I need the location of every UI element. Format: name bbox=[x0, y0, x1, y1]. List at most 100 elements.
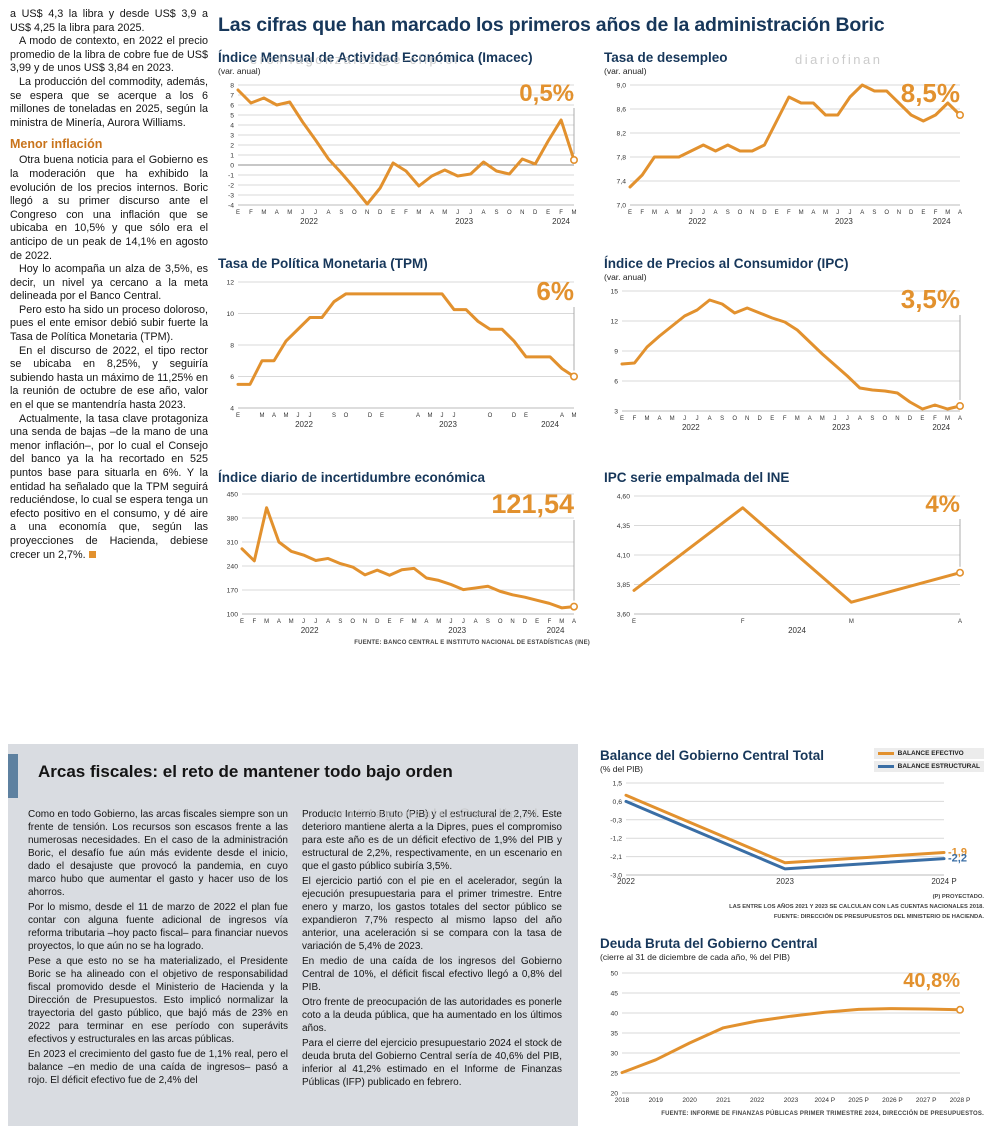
chart-note: (P) PROYECTADO. bbox=[932, 894, 984, 900]
svg-text:3,85: 3,85 bbox=[617, 582, 630, 589]
svg-text:J: J bbox=[309, 413, 312, 419]
svg-text:F: F bbox=[741, 619, 745, 625]
svg-text:M: M bbox=[676, 210, 681, 216]
svg-text:D: D bbox=[909, 210, 914, 216]
svg-text:O: O bbox=[344, 413, 349, 419]
svg-text:J: J bbox=[849, 210, 852, 216]
svg-text:0,5%: 0,5% bbox=[519, 80, 574, 107]
svg-text:M: M bbox=[260, 413, 265, 419]
svg-text:1,5: 1,5 bbox=[613, 781, 623, 788]
svg-text:7,4: 7,4 bbox=[617, 179, 627, 186]
svg-text:2024 P: 2024 P bbox=[814, 1097, 835, 1104]
svg-text:J: J bbox=[696, 416, 699, 422]
svg-text:F: F bbox=[252, 619, 256, 625]
panel-paragraph: El ejercicio partió con el pie en el ace… bbox=[302, 876, 562, 952]
svg-text:A: A bbox=[665, 210, 669, 216]
svg-text:-1,2: -1,2 bbox=[610, 836, 622, 843]
svg-text:E: E bbox=[775, 210, 779, 216]
svg-text:2019: 2019 bbox=[649, 1097, 664, 1104]
svg-text:E: E bbox=[388, 619, 392, 625]
svg-text:J: J bbox=[441, 413, 444, 419]
svg-text:A: A bbox=[326, 210, 330, 216]
svg-text:J: J bbox=[702, 210, 705, 216]
svg-text:J: J bbox=[456, 210, 459, 216]
svg-text:4,35: 4,35 bbox=[617, 523, 630, 530]
svg-text:8,2: 8,2 bbox=[617, 131, 627, 138]
left-article: a US$ 4,3 la libra y desde US$ 3,9 a US$… bbox=[10, 8, 208, 562]
chart-note: LAS ENTRE LOS AÑOS 2021 Y 2023 SE CALCUL… bbox=[729, 903, 984, 910]
svg-text:2023: 2023 bbox=[784, 1097, 799, 1104]
svg-text:2022: 2022 bbox=[301, 626, 319, 635]
svg-text:35: 35 bbox=[610, 1031, 618, 1038]
svg-text:A: A bbox=[958, 210, 962, 216]
svg-text:E: E bbox=[628, 210, 632, 216]
chart-balance: BALANCE EFECTIVO BALANCE ESTRUCTURAL Bal… bbox=[600, 748, 984, 923]
chart-ipc-empalmada: IPC serie empalmada del INE 3,60 3,85 4,10… bbox=[604, 470, 976, 638]
svg-text:7,0: 7,0 bbox=[617, 203, 627, 210]
svg-text:N: N bbox=[363, 619, 367, 625]
fiscal-panel-header: Arcas fiscales: el reto de mantener todo… bbox=[8, 744, 578, 802]
svg-text:F: F bbox=[933, 416, 937, 422]
svg-text:J: J bbox=[314, 210, 317, 216]
svg-text:S: S bbox=[870, 416, 874, 422]
chart-title: Deuda Bruta del Gobierno Central bbox=[600, 936, 818, 951]
svg-text:D: D bbox=[375, 619, 380, 625]
svg-text:30: 30 bbox=[610, 1051, 618, 1058]
svg-text:J: J bbox=[450, 619, 453, 625]
svg-text:M: M bbox=[442, 210, 447, 216]
legend-item: BALANCE EFECTIVO bbox=[873, 748, 984, 759]
desempleo-line-chart: 7,0 7,4 7,8 8,2 8,6 9,0 E F M A M J J A S O N D E F M A M J J A S O… bbox=[617, 78, 964, 226]
svg-text:380: 380 bbox=[227, 516, 239, 523]
svg-text:F: F bbox=[640, 210, 644, 216]
chart-title: Tasa de Política Monetaria (TPM) bbox=[218, 256, 428, 271]
svg-text:A: A bbox=[572, 619, 576, 625]
panel-columns: Como en todo Gobierno, las arcas fiscale… bbox=[8, 802, 578, 1091]
svg-text:4,10: 4,10 bbox=[617, 553, 630, 560]
svg-text:2024: 2024 bbox=[541, 420, 559, 429]
svg-text:F: F bbox=[559, 210, 563, 216]
svg-text:-2,2: -2,2 bbox=[948, 853, 967, 865]
panel-column-1: Como en todo Gobierno, las arcas fiscale… bbox=[28, 808, 288, 1091]
svg-text:D: D bbox=[908, 416, 913, 422]
svg-text:O: O bbox=[738, 210, 743, 216]
svg-text:3: 3 bbox=[614, 409, 618, 416]
svg-text:J: J bbox=[683, 416, 686, 422]
svg-text:-1: -1 bbox=[228, 173, 234, 180]
svg-text:2022: 2022 bbox=[295, 420, 313, 429]
incertidumbre-line-chart: 100 170 240 310 380 450 E F M A M J J A S O N D E F M A M J J A S O… bbox=[227, 489, 578, 635]
svg-text:A: A bbox=[811, 210, 815, 216]
svg-text:E: E bbox=[391, 210, 395, 216]
svg-text:D: D bbox=[378, 210, 383, 216]
panel-accent-bar bbox=[8, 754, 18, 798]
chart-subtitle: (cierre al 31 de diciembre de cada año, … bbox=[600, 952, 790, 962]
imacec-line-chart: -4 -3 -2 -1 0 1 2 3 4 5 6 7 8 E F M A M J J A S O N D E F M A M J J A S O N… bbox=[228, 80, 578, 226]
svg-text:2022: 2022 bbox=[750, 1097, 765, 1104]
svg-text:M: M bbox=[284, 413, 289, 419]
svg-text:3,5%: 3,5% bbox=[901, 284, 960, 314]
svg-text:J: J bbox=[833, 416, 836, 422]
chart-source: FUENTE: BANCO CENTRAL E INSTITUTO NACION… bbox=[354, 640, 590, 646]
panel-paragraph: En 2023 el crecimiento del gasto fue de … bbox=[28, 1049, 288, 1086]
tpm-line-chart: 4 6 8 10 12 E M A M J J S O D E A M J J O D E A M 2022 2023 2024 6% bbox=[226, 276, 578, 429]
article-paragraph: Hoy lo acompaña un alza de 3,5%, es deci… bbox=[10, 263, 208, 303]
svg-text:M: M bbox=[945, 416, 950, 422]
svg-text:M: M bbox=[436, 619, 441, 625]
legend-swatch-efectivo bbox=[877, 752, 894, 755]
svg-text:2024: 2024 bbox=[788, 626, 806, 635]
svg-text:M: M bbox=[823, 210, 828, 216]
svg-text:N: N bbox=[750, 210, 754, 216]
svg-text:4,60: 4,60 bbox=[617, 494, 630, 501]
svg-text:2027 P: 2027 P bbox=[916, 1097, 937, 1104]
svg-text:M: M bbox=[412, 619, 417, 625]
svg-text:8: 8 bbox=[230, 343, 234, 350]
svg-text:2024 P: 2024 P bbox=[931, 877, 956, 886]
svg-text:2020: 2020 bbox=[682, 1097, 697, 1104]
svg-text:240: 240 bbox=[227, 564, 239, 571]
svg-text:S: S bbox=[720, 416, 724, 422]
svg-text:O: O bbox=[884, 210, 889, 216]
svg-text:M: M bbox=[559, 619, 564, 625]
svg-text:M: M bbox=[945, 210, 950, 216]
svg-text:6%: 6% bbox=[536, 276, 574, 306]
svg-text:2026 P: 2026 P bbox=[882, 1097, 903, 1104]
chart-deuda: Deuda Bruta del Gobierno Central (cierre… bbox=[600, 936, 984, 1117]
